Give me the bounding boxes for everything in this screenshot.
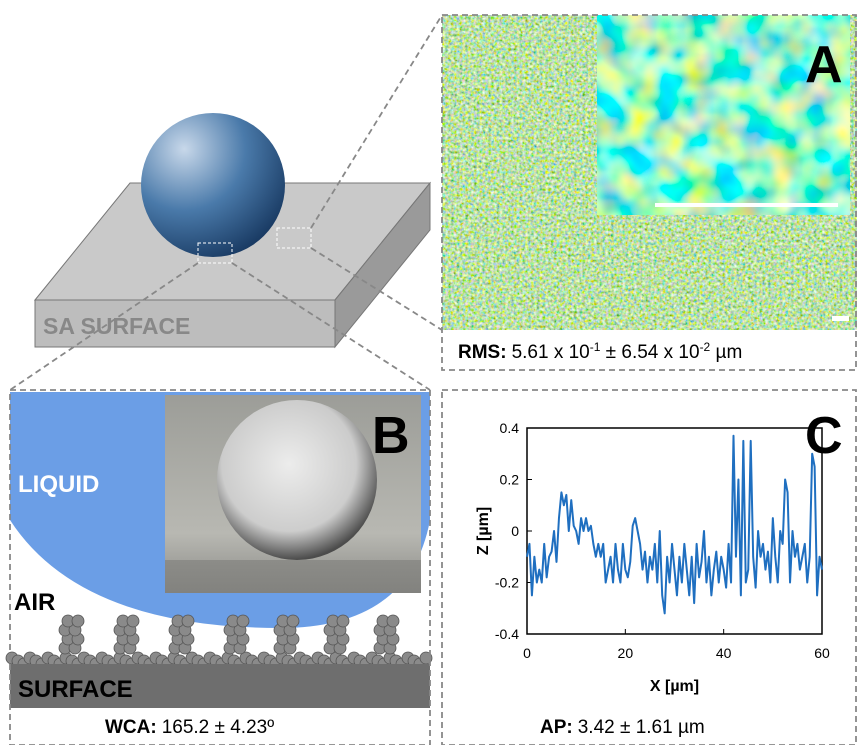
caption: WCA:165.2 ± 4.23º (105, 717, 274, 738)
y-tick-label: 0.2 (500, 472, 520, 488)
data-line (527, 436, 822, 614)
substrate: SA SURFACE (35, 113, 430, 347)
panel-letter: A (805, 36, 843, 94)
caption: AP:3.42 ± 1.61 µm (540, 717, 705, 738)
liquid-label: LIQUID (18, 471, 99, 498)
particle (182, 615, 194, 627)
air-label: AIR (14, 589, 55, 616)
panel-letter: C (805, 407, 843, 465)
page: SA SURFACE A RMS:5.61 x 10-1 ± 6.54 x 10… (0, 0, 857, 745)
x-tick-label: 20 (618, 645, 634, 661)
panel-b: LIQUID AIR SURFACE B WCA:165.2 ± 4.23º (6, 390, 432, 745)
y-axis-label: Z [µm] (475, 507, 492, 555)
particle (72, 615, 84, 627)
y-tick-label: 0 (511, 523, 519, 539)
plot-frame (527, 428, 822, 634)
sphere (141, 113, 285, 257)
y-tick-label: -0.4 (495, 626, 519, 642)
surface-label: SA SURFACE (43, 313, 190, 339)
x-axis-label: X [µm] (650, 678, 699, 695)
panel-a: A RMS:5.61 x 10-1 ± 6.54 x 10-2 µm (442, 15, 857, 370)
panel-letter: B (372, 407, 410, 465)
x-tick-label: 60 (814, 645, 830, 661)
y-tick-label: 0.4 (500, 420, 520, 436)
particle (287, 615, 299, 627)
surface-label: SURFACE (18, 676, 133, 703)
particle (127, 615, 139, 627)
particle (337, 615, 349, 627)
particle (237, 615, 249, 627)
x-tick-label: 0 (523, 645, 531, 661)
figure: SA SURFACE A RMS:5.61 x 10-1 ± 6.54 x 10… (0, 0, 857, 745)
x-tick-label: 40 (716, 645, 732, 661)
particle (387, 615, 399, 627)
y-tick-label: -0.2 (495, 575, 519, 591)
caption: RMS:5.61 x 10-1 ± 6.54 x 10-2 µm (458, 340, 742, 363)
